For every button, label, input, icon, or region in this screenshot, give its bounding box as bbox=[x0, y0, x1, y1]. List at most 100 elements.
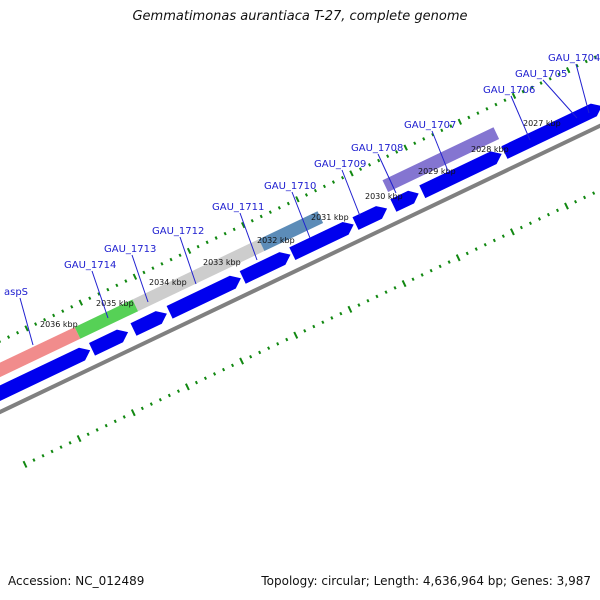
inner-ruler-major-tick bbox=[76, 434, 82, 443]
inner-ruler-major-tick bbox=[293, 331, 299, 339]
ruler-minor-tick bbox=[340, 175, 345, 180]
inner-ruler-minor-tick bbox=[176, 389, 181, 393]
ruler-minor-tick bbox=[259, 214, 263, 219]
inner-ruler-minor-tick bbox=[474, 247, 478, 251]
ruler-minor-tick bbox=[413, 141, 417, 146]
inner-ruler-minor-tick bbox=[339, 311, 343, 316]
ruler-minor-tick bbox=[548, 76, 552, 81]
kbp-label: 2033 kbp bbox=[203, 258, 241, 267]
ruler-minor-tick bbox=[115, 283, 119, 288]
inner-ruler-minor-tick bbox=[267, 346, 271, 350]
inner-ruler-minor-tick bbox=[122, 415, 126, 419]
ruler-minor-tick bbox=[34, 322, 38, 326]
ruler-minor-tick bbox=[467, 115, 471, 120]
ruler-minor-tick bbox=[223, 231, 227, 236]
inner-ruler-minor-tick bbox=[167, 393, 171, 398]
gene-label: aspS bbox=[4, 287, 28, 298]
ruler-minor-tick bbox=[593, 55, 597, 59]
backbone-line bbox=[0, 123, 600, 415]
ruler-minor-tick bbox=[232, 227, 236, 232]
ruler-minor-tick bbox=[106, 287, 110, 292]
ruler-minor-tick bbox=[268, 210, 272, 214]
ruler-minor-tick bbox=[6, 335, 11, 339]
feature-band-purple bbox=[382, 127, 500, 192]
gene-arrow bbox=[89, 329, 129, 356]
kbp-label: 2036 kbp bbox=[40, 320, 78, 329]
inner-ruler-minor-tick bbox=[59, 445, 63, 449]
inner-ruler-minor-tick bbox=[519, 225, 523, 230]
inner-ruler-minor-tick bbox=[555, 208, 560, 213]
inner-ruler-minor-tick bbox=[537, 217, 542, 221]
ruler-minor-tick bbox=[377, 158, 381, 163]
ruler-minor-tick bbox=[15, 330, 20, 335]
inner-ruler-minor-tick bbox=[68, 441, 72, 445]
ruler-minor-tick bbox=[250, 218, 254, 223]
ruler-minor-tick bbox=[449, 124, 453, 128]
inner-ruler-minor-tick bbox=[276, 342, 280, 346]
kbp-label: 2027 kbp bbox=[523, 119, 561, 128]
gene-leader-line bbox=[239, 212, 258, 261]
inner-ruler-minor-tick bbox=[41, 453, 45, 458]
inner-ruler-minor-tick bbox=[203, 376, 208, 381]
ruler-minor-tick bbox=[277, 206, 281, 210]
ruler-minor-tick bbox=[61, 309, 65, 313]
inner-ruler-minor-tick bbox=[312, 324, 316, 329]
ruler-minor-tick bbox=[557, 72, 561, 77]
gene-arrow bbox=[419, 151, 502, 199]
ruler-minor-tick bbox=[440, 128, 444, 133]
ruler-minor-tick bbox=[539, 81, 543, 85]
ruler-minor-tick bbox=[196, 244, 200, 249]
inner-ruler-minor-tick bbox=[303, 329, 307, 333]
gene-label: GAU_1712 bbox=[152, 226, 204, 237]
gene-leader-line bbox=[510, 95, 531, 141]
ruler-major-tick bbox=[565, 66, 571, 74]
inner-ruler-minor-tick bbox=[546, 212, 551, 217]
ruler-minor-tick bbox=[395, 150, 399, 154]
inner-ruler-minor-tick bbox=[465, 251, 469, 256]
ruler-minor-tick bbox=[52, 313, 56, 318]
inner-ruler-minor-tick bbox=[357, 303, 361, 307]
kbp-label: 2035 kbp bbox=[96, 299, 134, 308]
inner-ruler-minor-tick bbox=[384, 290, 388, 294]
inner-ruler-minor-tick bbox=[375, 294, 379, 299]
inner-ruler-minor-tick bbox=[582, 195, 587, 200]
inner-ruler-minor-tick bbox=[447, 260, 451, 264]
inner-ruler-minor-tick bbox=[330, 316, 334, 320]
gene-leader-line bbox=[341, 169, 361, 217]
gene-label: GAU_1711 bbox=[212, 202, 264, 213]
inner-ruler-minor-tick bbox=[492, 238, 496, 243]
inner-ruler-minor-tick bbox=[113, 419, 117, 424]
gene-leader-line bbox=[179, 236, 197, 285]
gene-arrow bbox=[390, 190, 419, 212]
ruler-minor-tick bbox=[214, 236, 218, 240]
inner-ruler-minor-tick bbox=[194, 380, 199, 385]
ruler-minor-tick bbox=[160, 262, 164, 266]
inner-ruler-major-tick bbox=[347, 305, 353, 313]
ruler-minor-tick bbox=[286, 201, 290, 206]
inner-ruler-minor-tick bbox=[429, 268, 433, 273]
gene-arrow bbox=[352, 206, 388, 230]
feature-band-green bbox=[74, 299, 139, 339]
gene-arrow bbox=[130, 311, 167, 336]
gene-arrow bbox=[0, 347, 91, 401]
accession-text: Accession: NC_012489 bbox=[8, 574, 145, 588]
inner-ruler-minor-tick bbox=[50, 449, 54, 454]
gene-leader-line bbox=[291, 191, 311, 239]
inner-ruler-minor-tick bbox=[573, 199, 578, 204]
inner-ruler-minor-tick bbox=[158, 397, 162, 402]
ruler-minor-tick bbox=[178, 253, 182, 258]
gene-label: GAU_1709 bbox=[314, 159, 366, 170]
ruler-minor-tick bbox=[358, 167, 363, 171]
ruler-major-tick bbox=[186, 247, 192, 255]
gene-arrow bbox=[501, 103, 600, 159]
inner-ruler-minor-tick bbox=[483, 242, 487, 247]
ruler-minor-tick bbox=[431, 132, 435, 137]
inner-ruler-minor-tick bbox=[230, 363, 235, 368]
ruler-minor-tick bbox=[367, 163, 372, 167]
ruler-minor-tick bbox=[476, 111, 480, 115]
genome-summary-text: Topology: circular; Length: 4,636,964 bp… bbox=[261, 574, 591, 588]
inner-ruler-minor-tick bbox=[420, 273, 424, 277]
ruler-minor-tick bbox=[169, 257, 173, 262]
ruler-minor-tick bbox=[304, 193, 309, 197]
